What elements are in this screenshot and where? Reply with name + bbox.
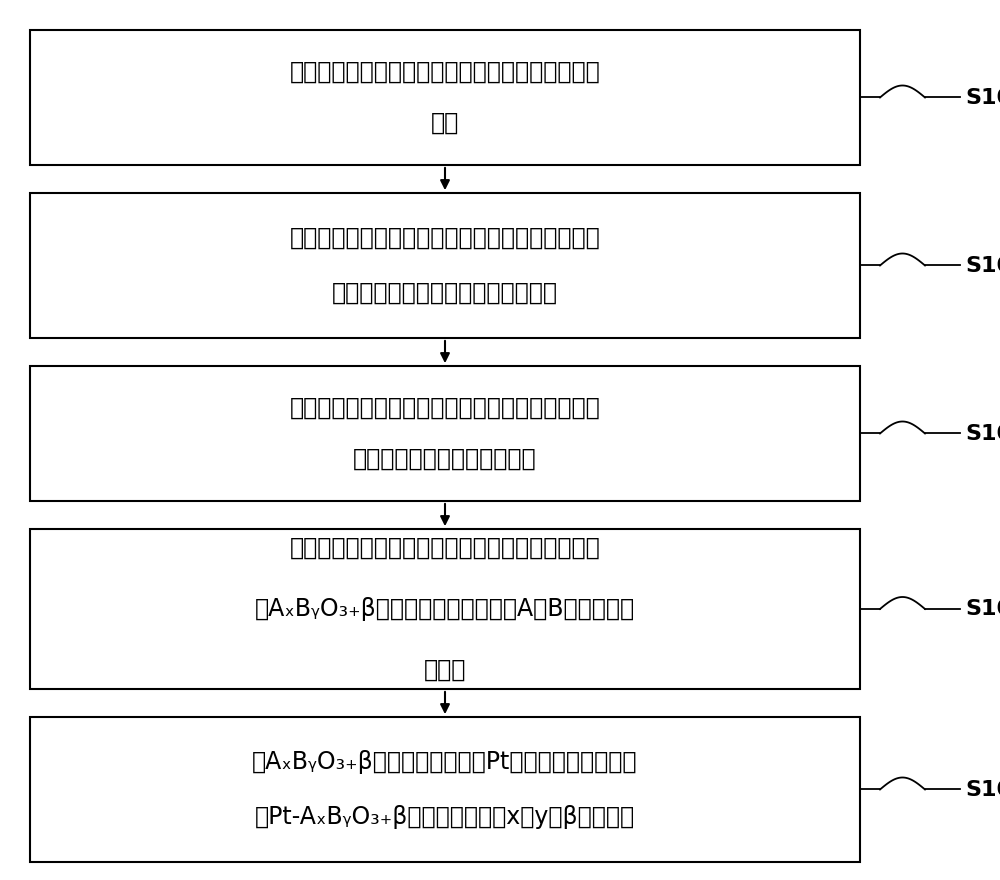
Text: S101: S101 (965, 87, 1000, 107)
Text: 应形成镜系金属的碱性沉淠物混合液: 应形成镜系金属的碱性沉淠物混合液 (332, 281, 558, 305)
Text: 将所述镜系金属的碱性沉淠物混合液抄滤并干燥处: 将所述镜系金属的碱性沉淠物混合液抄滤并干燥处 (290, 396, 600, 420)
Text: 溶液: 溶液 (431, 111, 459, 136)
Text: 理，得镜系金属的碱性沉淠物: 理，得镜系金属的碱性沉淠物 (353, 447, 537, 471)
Text: S105: S105 (965, 780, 1000, 800)
Text: S103: S103 (965, 423, 1000, 444)
Text: 石AₓBᵧO₃₊β类复合氧化物，其中，A、B均为镜系金: 石AₓBᵧO₃₊β类复合氧化物，其中，A、B均为镜系金 (255, 597, 635, 621)
FancyBboxPatch shape (30, 30, 860, 165)
FancyBboxPatch shape (30, 529, 860, 689)
FancyBboxPatch shape (30, 366, 860, 501)
Text: S104: S104 (965, 599, 1000, 619)
Text: 取镜系金属前驱体溶解于去离子水中，得到前驱体: 取镜系金属前驱体溶解于去离子水中，得到前驱体 (290, 60, 600, 84)
Text: S102: S102 (965, 255, 1000, 275)
FancyBboxPatch shape (30, 717, 860, 862)
Text: 到Pt-AₓBᵧO₃₊β催化剂，其中，x、y和β均为正数: 到Pt-AₓBᵧO₃₊β催化剂，其中，x、y和β均为正数 (255, 805, 635, 829)
Text: 向所述前驱体溶液内加入碱液，在特定条件下，反: 向所述前驱体溶液内加入碱液，在特定条件下，反 (290, 226, 600, 250)
FancyBboxPatch shape (30, 193, 860, 338)
Text: 将AₓBᵧO₃₊β类复合氧化物与含Pt前驱体混合处理，得: 将AₓBᵧO₃₊β类复合氧化物与含Pt前驱体混合处理，得 (252, 750, 638, 774)
Text: 属元素: 属元素 (424, 657, 466, 682)
Text: 在含氧氛围下高温处理所述碱性沉淠物，得到钓鈢: 在含氧氛围下高温处理所述碱性沉淠物，得到钓鈢 (290, 536, 600, 561)
